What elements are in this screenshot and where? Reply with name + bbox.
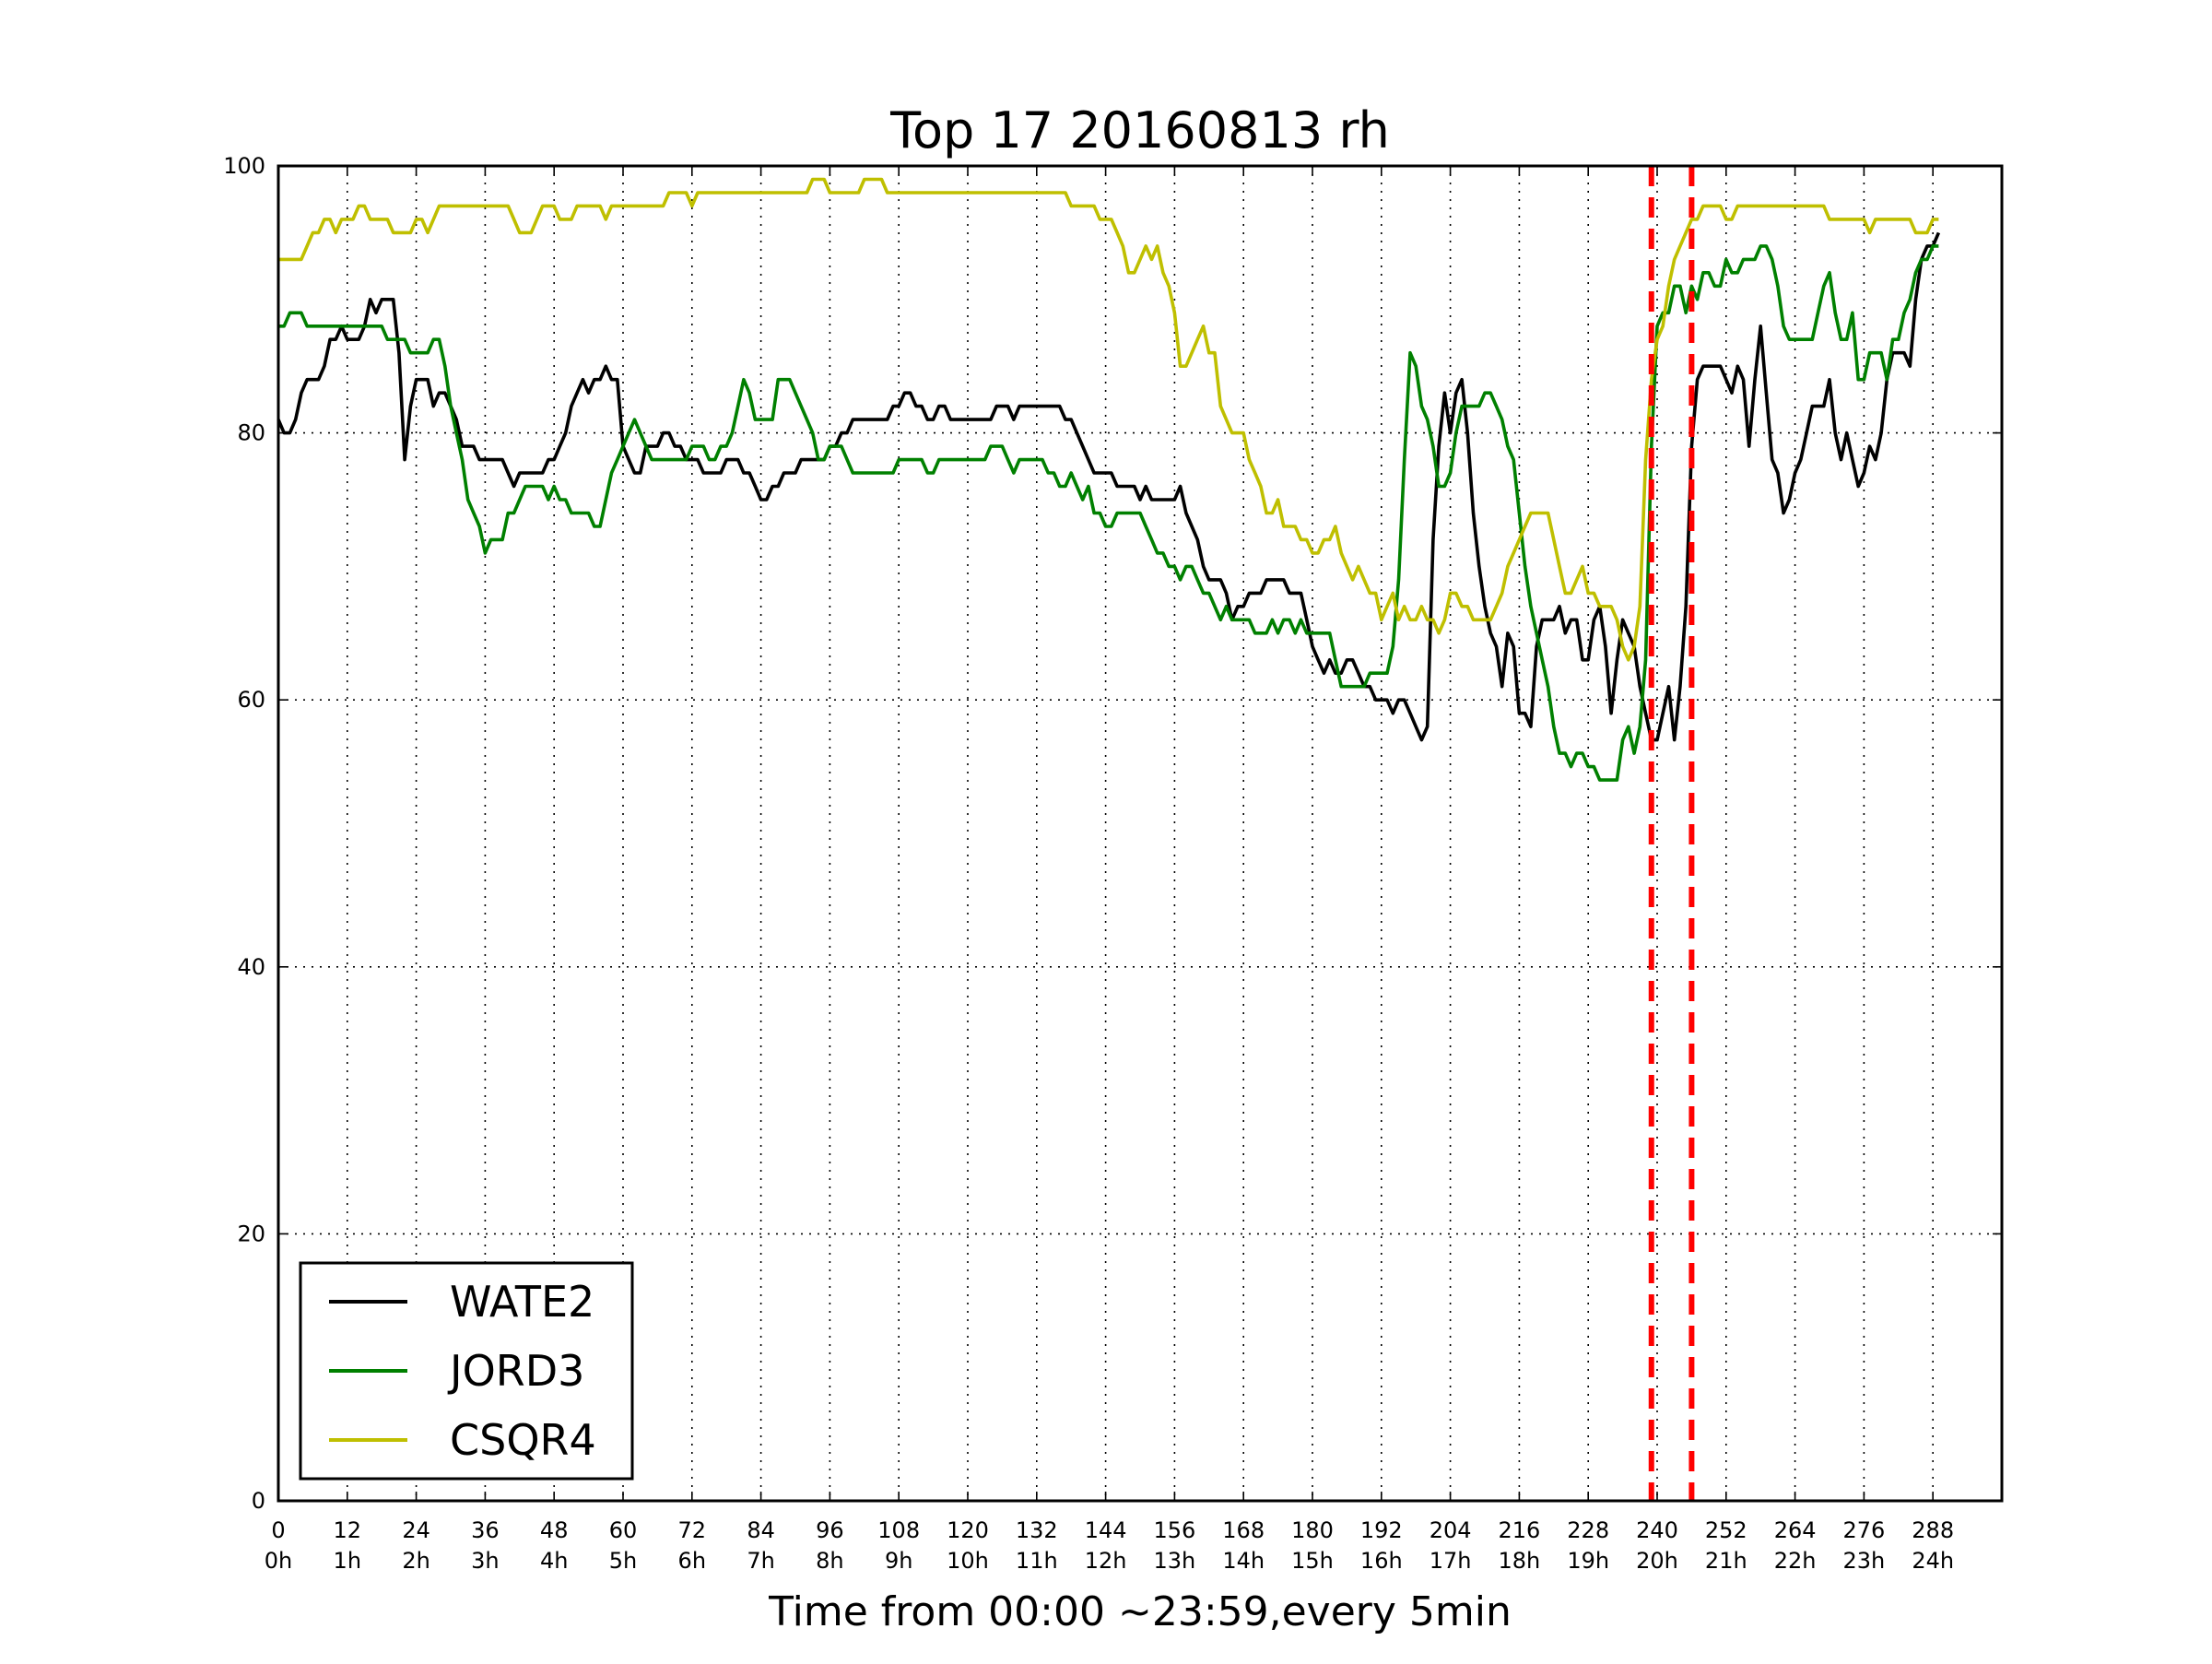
x-tick-label: 144 (1085, 1517, 1127, 1543)
x-tick-label: 240 (1636, 1517, 1678, 1543)
x-tick-label: 108 (877, 1517, 920, 1543)
x-tick-sublabel: 23h (1843, 1548, 1886, 1574)
legend: WATE2 JORD3 CSQR4 (299, 1261, 634, 1481)
series-layer (276, 177, 1941, 782)
x-tick-sublabel: 20h (1636, 1548, 1678, 1574)
x-tick-sublabel: 1h (334, 1548, 361, 1574)
x-tick-sublabel: 2h (402, 1548, 429, 1574)
x-tick-label: 228 (1567, 1517, 1609, 1543)
x-tick-sublabel: 15h (1291, 1548, 1334, 1574)
x-tick-label: 132 (1016, 1517, 1058, 1543)
series-line-jord3 (278, 244, 1939, 782)
x-tick-label: 216 (1498, 1517, 1540, 1543)
x-tick-label: 12 (334, 1517, 362, 1543)
x-tick-label: 192 (1360, 1517, 1403, 1543)
legend-label-csqr4: CSQR4 (450, 1415, 596, 1465)
y-tick-label: 100 (223, 153, 265, 179)
x-tick-sublabel: 17h (1430, 1548, 1472, 1574)
y-tick-label: 0 (252, 1488, 265, 1514)
x-tick-sublabel: 16h (1360, 1548, 1403, 1574)
series-line-wate2 (276, 231, 1941, 742)
marker-layer (1648, 166, 1695, 1501)
x-tick-sublabel: 14h (1222, 1548, 1265, 1574)
chart-title: Top 17 20160813 rh (889, 101, 1390, 159)
x-tick-label: 120 (947, 1517, 989, 1543)
legend-label-wate2: WATE2 (450, 1277, 594, 1327)
y-tick-label: 80 (237, 420, 265, 446)
x-tick-sublabel: 7h (747, 1548, 774, 1574)
x-tick-sublabel: 10h (947, 1548, 989, 1574)
x-tick-sublabel: 3h (471, 1548, 499, 1574)
x-tick-sublabel: 0h (265, 1548, 292, 1574)
x-tick-label: 24 (402, 1517, 430, 1543)
x-tick-sublabel: 5h (609, 1548, 637, 1574)
plot-frame (276, 164, 2004, 1503)
x-tick-sublabel: 19h (1567, 1548, 1609, 1574)
x-tick-sublabel: 9h (885, 1548, 912, 1574)
x-axis-ticks: 0 0h 12 1h 24 2h 36 3h 48 4h 60 5h 72 6h 84 7h 96 8h 108 9h… (265, 166, 1954, 1574)
y-axis-ticks: 0 20 40 60 80 100 (223, 153, 2002, 1514)
x-tick-sublabel: 8h (816, 1548, 843, 1574)
y-tick-label: 40 (237, 954, 265, 980)
x-tick-sublabel: 13h (1154, 1548, 1196, 1574)
x-tick-label: 204 (1430, 1517, 1472, 1543)
x-tick-sublabel: 18h (1499, 1548, 1541, 1574)
legend-label-jord3: JORD3 (447, 1346, 584, 1396)
y-tick-label: 20 (237, 1221, 265, 1246)
x-tick-label: 72 (678, 1517, 707, 1543)
series-line-csqr4 (278, 177, 1939, 662)
x-tick-label: 180 (1291, 1517, 1334, 1543)
x-tick-label: 36 (471, 1517, 500, 1543)
x-tick-sublabel: 4h (540, 1548, 568, 1574)
x-axis-title: Time from 00:00 ~23:59,every 5min (768, 1588, 1512, 1635)
x-tick-label: 60 (609, 1517, 638, 1543)
x-tick-sublabel: 21h (1705, 1548, 1747, 1574)
x-tick-label: 84 (747, 1517, 775, 1543)
x-tick-sublabel: 22h (1774, 1548, 1817, 1574)
x-tick-sublabel: 11h (1016, 1548, 1058, 1574)
legend-items: WATE2 JORD3 CSQR4 (329, 1277, 596, 1465)
x-tick-label: 48 (540, 1517, 569, 1543)
x-tick-sublabel: 6h (678, 1548, 706, 1574)
x-tick-label: 276 (1842, 1517, 1885, 1543)
x-tick-sublabel: 24h (1912, 1548, 1954, 1574)
x-tick-label: 264 (1774, 1517, 1817, 1543)
x-tick-sublabel: 12h (1085, 1548, 1127, 1574)
x-tick-label: 0 (271, 1517, 285, 1543)
x-tick-label: 168 (1222, 1517, 1265, 1543)
x-tick-label: 96 (816, 1517, 844, 1543)
x-tick-label: 288 (1912, 1517, 1954, 1543)
x-tick-label: 252 (1705, 1517, 1747, 1543)
x-tick-label: 156 (1153, 1517, 1195, 1543)
y-tick-label: 60 (237, 687, 265, 713)
